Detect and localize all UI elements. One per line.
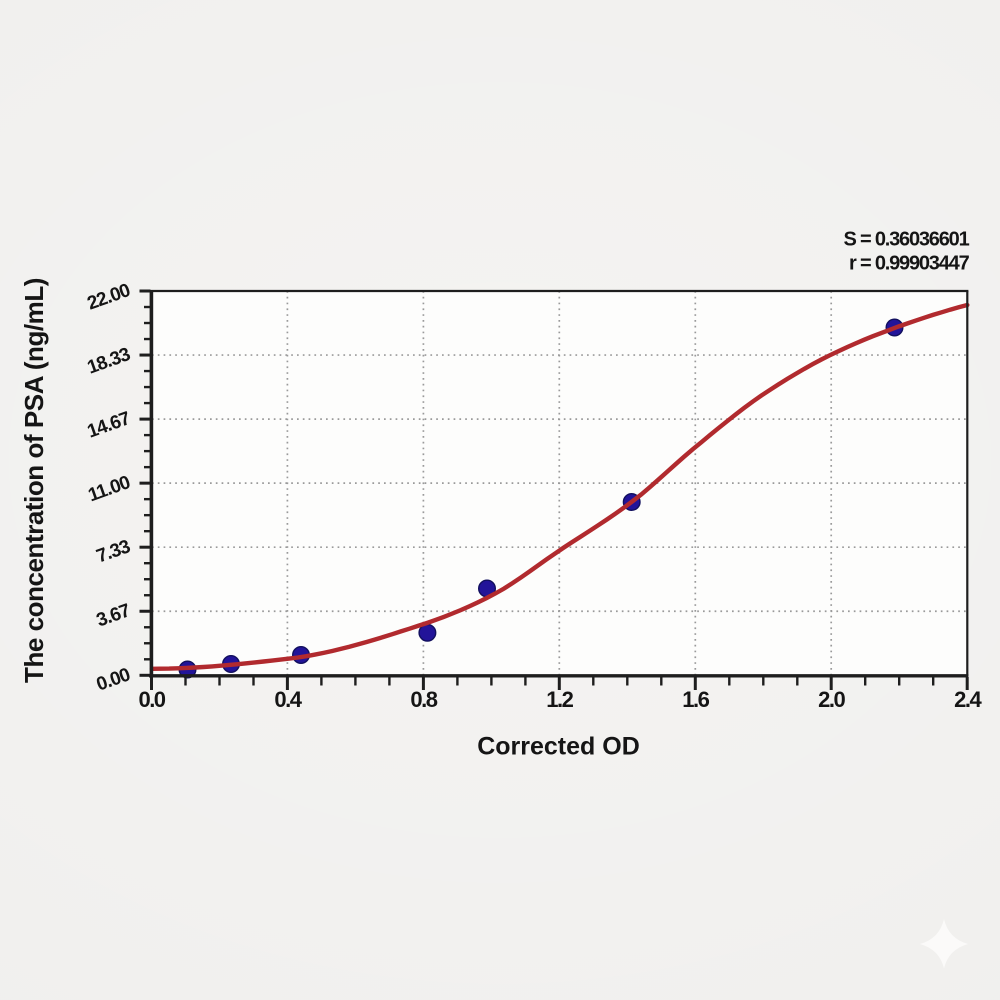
- svg-text:1.6: 1.6: [682, 687, 709, 712]
- svg-text:14.67: 14.67: [85, 408, 133, 442]
- svg-text:7.33: 7.33: [94, 536, 133, 567]
- svg-text:The concentration of PSA (ng/m: The concentration of PSA (ng/mL): [19, 278, 49, 683]
- svg-text:18.33: 18.33: [85, 344, 133, 378]
- svg-text:S = 0.36036601: S = 0.36036601: [844, 229, 970, 251]
- svg-text:r = 0.99903447: r = 0.99903447: [849, 253, 970, 275]
- svg-text:22.00: 22.00: [85, 280, 133, 314]
- svg-text:0.8: 0.8: [410, 687, 437, 712]
- svg-text:3.67: 3.67: [94, 600, 133, 631]
- svg-text:Corrected OD: Corrected OD: [477, 733, 640, 761]
- svg-text:0.4: 0.4: [274, 687, 302, 712]
- svg-text:0.0: 0.0: [138, 687, 165, 712]
- svg-text:2.0: 2.0: [818, 687, 845, 712]
- svg-text:2.4: 2.4: [954, 687, 982, 712]
- svg-text:11.00: 11.00: [86, 472, 133, 506]
- svg-text:0.00: 0.00: [94, 664, 133, 695]
- svg-text:1.2: 1.2: [546, 687, 573, 712]
